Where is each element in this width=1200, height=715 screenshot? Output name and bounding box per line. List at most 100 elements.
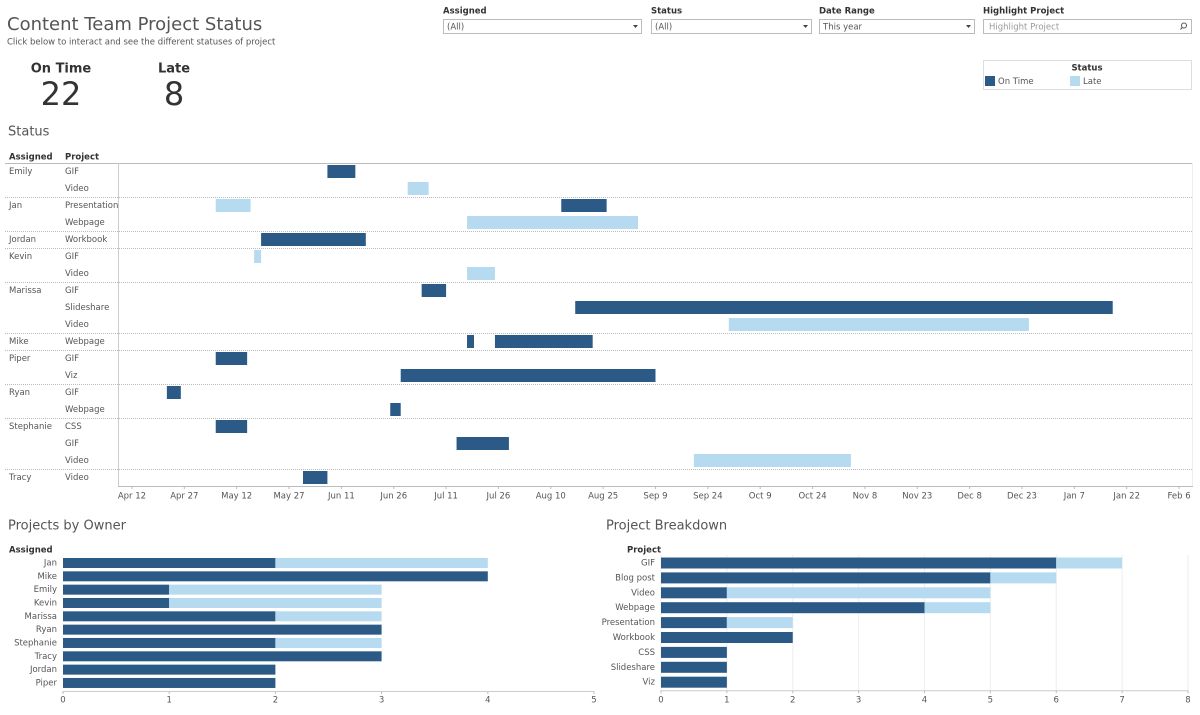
filter-box[interactable] [443, 19, 642, 34]
project-label: GIF [65, 286, 79, 296]
bar-segment[interactable] [661, 661, 727, 673]
x-tick-label: Oct 9 [749, 492, 772, 502]
gantt-bar[interactable] [215, 352, 248, 365]
gantt-bar[interactable] [561, 199, 607, 212]
row-header: Assigned [9, 153, 53, 163]
gantt-bar[interactable] [400, 369, 656, 382]
bar-segment[interactable] [726, 587, 991, 599]
filter-box[interactable] [983, 19, 1192, 34]
x-tick-label: 2 [790, 696, 795, 706]
dropdown-arrow [633, 25, 638, 28]
gantt-bar[interactable] [390, 403, 401, 416]
x-tick-label: 1 [166, 696, 171, 706]
bar-segment[interactable] [661, 587, 727, 599]
bar-segment[interactable] [726, 617, 793, 629]
bar-segment[interactable] [661, 572, 991, 584]
x-tick-label: 0 [658, 696, 663, 706]
gantt-bar[interactable] [467, 267, 495, 280]
section-title: Projects by Owner [8, 519, 127, 534]
assigned-label: Mike [9, 337, 29, 347]
gantt-bar[interactable] [456, 437, 509, 450]
category-label: CSS [638, 648, 655, 658]
x-tick-label: 7 [1119, 696, 1124, 706]
bar-segment[interactable] [924, 602, 991, 614]
category-label: Kevin [34, 598, 57, 608]
bar-segment[interactable] [275, 637, 382, 648]
gantt-bar[interactable] [494, 335, 593, 348]
category-label: Webpage [615, 603, 655, 613]
assigned-label: Jordan [8, 235, 36, 245]
bar-segment[interactable] [63, 664, 276, 675]
gantt-bar[interactable] [261, 233, 366, 246]
gantt-bar[interactable] [166, 386, 181, 399]
x-tick-label: Jun 11 [327, 492, 355, 502]
bar-segment[interactable] [63, 677, 276, 688]
project-label: Webpage [65, 405, 105, 415]
category-label: Emily [34, 585, 57, 595]
legend-swatch [985, 76, 995, 86]
x-tick-label: Sep 24 [693, 492, 723, 502]
gantt-bar[interactable] [421, 284, 447, 297]
project-label: GIF [65, 252, 79, 262]
assigned-label: Stephanie [9, 422, 52, 432]
category-label: Jan [43, 559, 57, 569]
bar-segment[interactable] [63, 624, 382, 635]
gantt-bar[interactable] [728, 318, 1029, 331]
bar-segment[interactable] [661, 676, 727, 688]
bar-segment[interactable] [275, 558, 488, 568]
bar-segment[interactable] [661, 557, 1057, 569]
filter-box[interactable] [651, 19, 812, 34]
bar-segment[interactable] [275, 611, 382, 622]
bar-segment[interactable] [661, 632, 793, 643]
assigned-label: Kevin [9, 252, 32, 262]
category-label: Video [631, 588, 655, 598]
x-tick-label: 5 [591, 696, 596, 706]
project-label: Webpage [65, 337, 105, 347]
section-title: Project Breakdown [606, 519, 727, 534]
bar-segment[interactable] [63, 651, 382, 662]
bar-segment[interactable] [63, 611, 276, 622]
bar-segment[interactable] [63, 558, 276, 568]
gantt-bar[interactable] [302, 471, 328, 484]
category-label: Marissa [25, 612, 57, 622]
bar-segment[interactable] [661, 602, 925, 614]
gantt-bar[interactable] [327, 165, 356, 178]
project-label: CSS [65, 422, 82, 432]
project-label: Workbook [65, 235, 107, 245]
gantt-bar[interactable] [467, 335, 475, 348]
x-tick-label: 3 [379, 696, 384, 706]
bar-segment[interactable] [63, 571, 488, 582]
kpi-value: 22 [41, 75, 82, 113]
x-tick-label: Jan 7 [1063, 492, 1085, 502]
x-tick-label: Jul 26 [486, 492, 511, 502]
gantt-bar[interactable] [575, 301, 1113, 314]
gantt-bar[interactable] [215, 199, 251, 212]
gantt-bar[interactable] [407, 182, 429, 195]
bar-segment[interactable] [63, 597, 170, 608]
search-icon [1181, 22, 1187, 29]
gantt-bar[interactable] [693, 454, 851, 467]
bar-segment[interactable] [1056, 557, 1123, 569]
bar-segment[interactable] [63, 584, 170, 595]
gantt-bar[interactable] [215, 420, 248, 433]
bar-segment[interactable] [169, 597, 382, 608]
filter-value: This year [822, 23, 863, 33]
filter-box[interactable] [819, 19, 975, 34]
bar-segment[interactable] [990, 572, 1057, 584]
assigned-label: Tracy [8, 473, 31, 483]
bar-segment[interactable] [661, 646, 727, 658]
kpi-label: Late [158, 62, 190, 77]
category-label: Stephanie [14, 638, 57, 648]
bar-segment[interactable] [169, 584, 382, 595]
x-tick-label: 5 [988, 696, 993, 706]
bar-segment[interactable] [661, 617, 727, 629]
bar-segment[interactable] [63, 637, 276, 648]
project-label: GIF [65, 439, 79, 449]
gantt-bar[interactable] [467, 216, 639, 229]
x-tick-label: 8 [1185, 696, 1190, 706]
project-label: GIF [65, 354, 79, 364]
x-tick-label: Aug 25 [588, 492, 618, 502]
gantt-bar[interactable] [254, 250, 262, 263]
category-label: Ryan [36, 625, 57, 635]
category-label: Viz [643, 678, 656, 688]
